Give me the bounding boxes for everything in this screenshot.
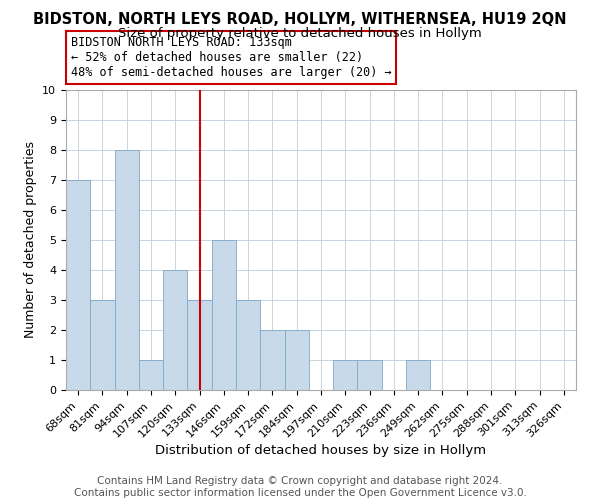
Bar (358, 360, 382, 390)
Bar (163, 270, 187, 390)
Text: BIDSTON, NORTH LEYS ROAD, HOLLYM, WITHERNSEA, HU19 2QN: BIDSTON, NORTH LEYS ROAD, HOLLYM, WITHER… (33, 12, 567, 28)
Bar (90, 300, 115, 390)
Bar (260, 330, 284, 390)
Bar (284, 330, 309, 390)
Bar (236, 300, 260, 390)
Bar (333, 360, 358, 390)
Bar (212, 240, 236, 390)
Bar (139, 360, 163, 390)
Bar (66, 180, 90, 390)
Bar (115, 150, 139, 390)
Text: Size of property relative to detached houses in Hollym: Size of property relative to detached ho… (118, 28, 482, 40)
Y-axis label: Number of detached properties: Number of detached properties (24, 142, 37, 338)
X-axis label: Distribution of detached houses by size in Hollym: Distribution of detached houses by size … (155, 444, 487, 458)
Text: BIDSTON NORTH LEYS ROAD: 133sqm
← 52% of detached houses are smaller (22)
48% of: BIDSTON NORTH LEYS ROAD: 133sqm ← 52% of… (71, 36, 392, 79)
Text: Contains HM Land Registry data © Crown copyright and database right 2024.
Contai: Contains HM Land Registry data © Crown c… (74, 476, 526, 498)
Bar (406, 360, 430, 390)
Bar (187, 300, 212, 390)
